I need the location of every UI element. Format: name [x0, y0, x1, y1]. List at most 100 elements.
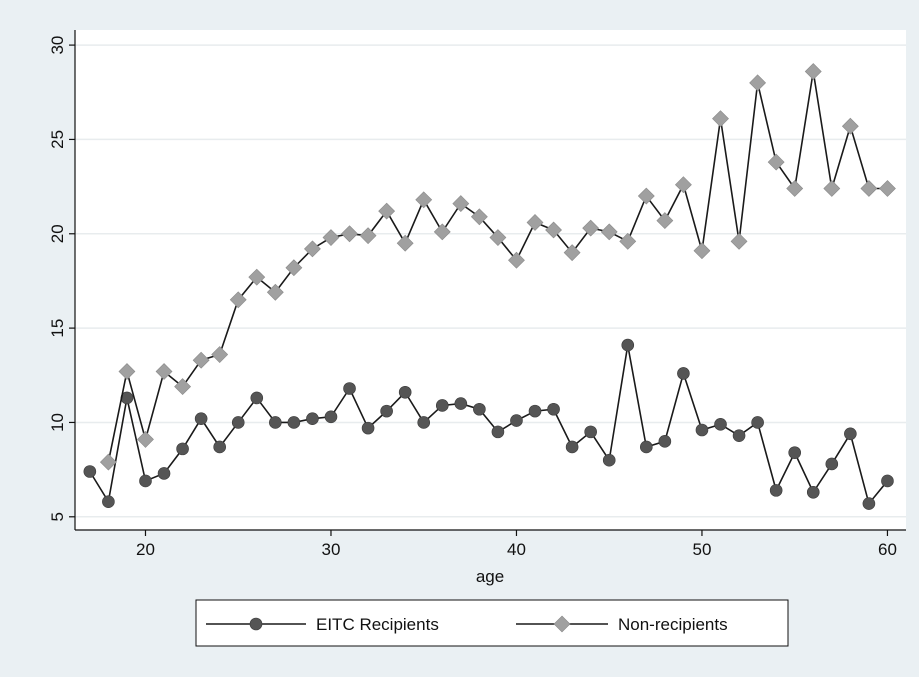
data-point	[155, 363, 173, 380]
data-point	[211, 346, 229, 363]
data-point	[545, 221, 562, 239]
data-point	[508, 251, 525, 269]
data-point	[361, 421, 375, 435]
data-point	[306, 412, 319, 425]
data-point	[844, 427, 857, 441]
data-point	[862, 497, 876, 510]
data-point	[213, 440, 226, 454]
legend-box	[195, 599, 789, 647]
data-point	[677, 367, 690, 380]
data-point	[231, 416, 245, 429]
x-tick-label-50: 50	[692, 540, 711, 559]
data-point	[194, 412, 208, 425]
data-point	[730, 232, 748, 250]
legend-marker-1	[553, 615, 571, 633]
data-point	[619, 232, 637, 250]
data-point	[435, 399, 449, 412]
data-point	[637, 187, 655, 205]
data-point	[528, 404, 542, 418]
data-point	[788, 446, 802, 459]
data-point	[693, 242, 711, 260]
data-point	[454, 397, 468, 410]
data-point	[658, 435, 672, 448]
x-tick-label-20: 20	[136, 540, 155, 559]
y-tick-label-25: 25	[48, 130, 67, 149]
data-point	[473, 402, 486, 416]
data-point	[491, 425, 505, 439]
y-tick-label-15: 15	[48, 319, 67, 338]
x-tick-label-60: 60	[878, 540, 897, 559]
data-point	[879, 180, 896, 197]
data-point	[285, 259, 303, 277]
data-point	[269, 416, 282, 429]
data-point	[322, 229, 340, 246]
gridlines	[75, 44, 906, 518]
series-1	[99, 63, 896, 471]
data-point	[621, 338, 635, 352]
data-point	[767, 153, 785, 171]
data-point	[118, 363, 136, 380]
data-point	[452, 195, 470, 213]
legend-marker-0	[249, 617, 263, 631]
data-point	[417, 416, 431, 429]
x-tick-label-40: 40	[507, 540, 526, 559]
data-point	[266, 283, 284, 301]
data-point	[860, 180, 878, 197]
data-point	[137, 431, 154, 448]
data-point	[786, 180, 804, 197]
data-point	[526, 214, 544, 231]
data-point	[751, 416, 764, 429]
data-point	[769, 484, 783, 497]
data-point	[582, 219, 600, 237]
data-point	[99, 453, 117, 471]
y-tick-label-30: 30	[48, 36, 67, 55]
data-point	[640, 440, 653, 454]
x-axis-label: age	[476, 567, 504, 586]
data-point	[304, 240, 321, 258]
data-point	[398, 385, 412, 399]
data-point	[584, 425, 597, 439]
data-point	[139, 474, 152, 488]
data-point	[732, 429, 746, 442]
x-tick-label-30: 30	[322, 540, 341, 559]
data-point	[192, 351, 210, 369]
data-point	[714, 418, 727, 431]
data-point	[489, 229, 507, 246]
data-point	[804, 63, 822, 80]
data-point	[250, 391, 264, 405]
data-point	[602, 453, 616, 467]
data-point	[600, 223, 618, 241]
data-point	[157, 467, 171, 480]
data-point	[287, 416, 301, 429]
data-point	[378, 202, 396, 220]
data-point	[565, 440, 579, 454]
data-point	[341, 225, 358, 243]
legend: EITC Recipients Non-recipients	[195, 599, 789, 647]
data-point	[229, 291, 247, 309]
data-point	[656, 212, 674, 229]
data-point	[841, 117, 859, 135]
legend-label-1: Non-recipients	[618, 615, 728, 634]
series-0	[83, 338, 894, 510]
data-point	[176, 442, 189, 456]
data-point	[563, 244, 581, 262]
y-tick-label-10: 10	[48, 413, 67, 432]
data-point	[102, 495, 115, 508]
y-tick-label-5: 5	[48, 512, 67, 521]
data-point	[359, 227, 377, 245]
data-point	[415, 191, 433, 209]
data-point	[547, 402, 560, 416]
data-point	[324, 410, 338, 424]
data-point	[433, 223, 451, 241]
data-point	[470, 208, 488, 226]
legend-label-0: EITC Recipients	[316, 615, 439, 634]
data-point	[881, 474, 894, 488]
data-point	[83, 465, 97, 478]
data-point	[510, 414, 523, 427]
data-point	[712, 110, 729, 128]
data-point	[825, 457, 839, 471]
data-point	[396, 234, 414, 252]
data-point	[343, 382, 356, 395]
